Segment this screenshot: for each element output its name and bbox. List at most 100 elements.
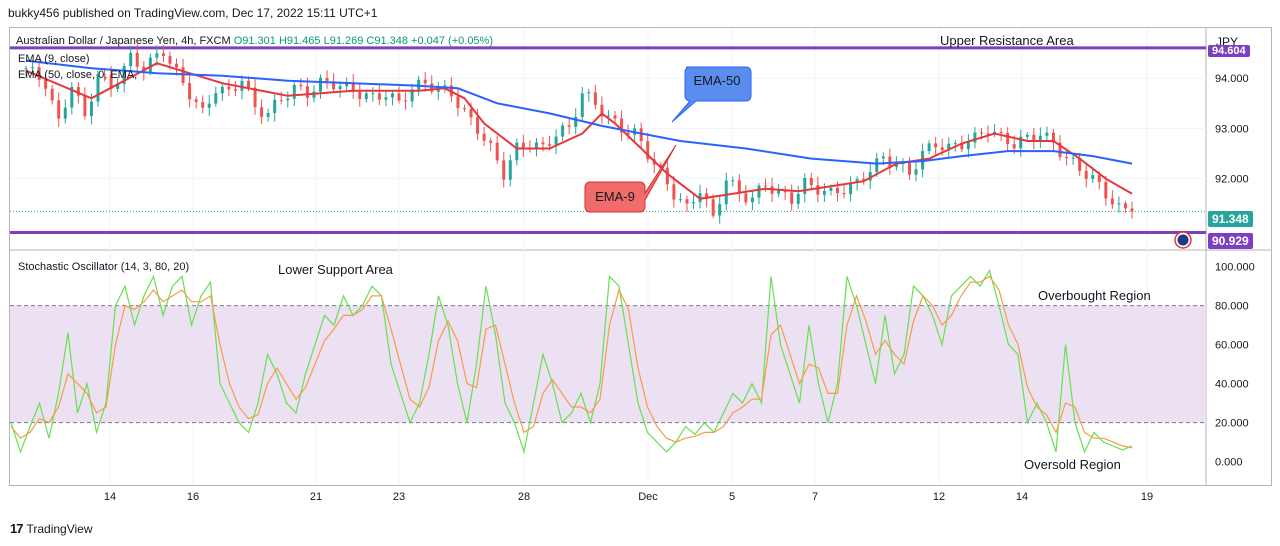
candle-body bbox=[188, 83, 192, 100]
time-tick-label-0: 14 bbox=[104, 491, 116, 503]
candle-body bbox=[76, 86, 80, 96]
resistance-price-tag: 94.604 bbox=[1208, 45, 1250, 57]
upper-resistance-label: Upper Resistance Area bbox=[940, 33, 1074, 48]
candle-body bbox=[973, 132, 977, 143]
stoch-k-line bbox=[10, 268, 1133, 455]
candle-body bbox=[1104, 181, 1108, 199]
candle-body bbox=[57, 100, 61, 119]
candle-body bbox=[1123, 203, 1127, 209]
candle-body bbox=[1117, 203, 1121, 205]
candle-body bbox=[410, 89, 414, 102]
candle-body bbox=[1025, 134, 1029, 137]
candle-body bbox=[567, 125, 571, 127]
candle-body bbox=[750, 197, 754, 203]
footer-brand-text: TradingView bbox=[26, 521, 93, 536]
time-tick-label-10: 19 bbox=[1141, 491, 1153, 503]
footer-brand[interactable]: 17 TradingView bbox=[10, 521, 93, 536]
candle-body bbox=[50, 88, 54, 101]
candle-body bbox=[456, 96, 460, 109]
candle-body bbox=[711, 199, 715, 216]
support-price-tag: 90.929 bbox=[1208, 233, 1253, 249]
candle-body bbox=[600, 104, 604, 117]
price-tick-label-1: 93.000 bbox=[1215, 123, 1249, 135]
candle-body bbox=[953, 143, 957, 145]
candle-body bbox=[534, 142, 538, 149]
candle-body bbox=[836, 187, 840, 194]
candle-body bbox=[443, 85, 447, 87]
candle-body bbox=[881, 156, 885, 159]
price-tick-label-2: 94.000 bbox=[1215, 73, 1249, 85]
candle-body bbox=[639, 128, 643, 142]
candle-body bbox=[1051, 132, 1055, 143]
candle-body bbox=[1097, 175, 1101, 182]
stoch-tick-label-3: 60.000 bbox=[1215, 340, 1249, 352]
candle-body bbox=[665, 167, 669, 185]
candle-body bbox=[31, 67, 35, 69]
time-tick-label-4: 28 bbox=[518, 491, 530, 503]
candle-body bbox=[351, 82, 355, 92]
candle-body bbox=[476, 117, 480, 134]
stoch-tick-label-1: 20.000 bbox=[1215, 418, 1249, 430]
candle-body bbox=[829, 187, 833, 191]
candle-body bbox=[175, 63, 179, 68]
candle-body bbox=[371, 93, 375, 95]
candle-body bbox=[914, 169, 918, 175]
ema9-legend[interactable]: EMA (9, close) bbox=[18, 53, 90, 65]
candle-body bbox=[299, 84, 303, 87]
candle-body bbox=[279, 99, 283, 101]
candle-body bbox=[940, 147, 944, 151]
candle-body bbox=[292, 84, 296, 99]
overbought-label: Overbought Region bbox=[1038, 288, 1151, 303]
candle-body bbox=[966, 142, 970, 150]
candle-body bbox=[201, 102, 205, 108]
chart-frame bbox=[9, 27, 1272, 486]
ema50-callout bbox=[671, 66, 752, 123]
candle-body bbox=[266, 112, 270, 117]
candle-body bbox=[672, 184, 676, 200]
candle-body bbox=[894, 164, 898, 167]
candle-body bbox=[96, 74, 100, 102]
candle-body bbox=[109, 74, 113, 89]
candle-body bbox=[325, 77, 329, 82]
candle-body bbox=[822, 190, 826, 195]
candle-body bbox=[626, 132, 630, 135]
last-price-tag: 91.348 bbox=[1208, 211, 1253, 227]
candle-body bbox=[548, 144, 552, 146]
stoch-legend[interactable]: Stochastic Oscillator (14, 3, 80, 20) bbox=[18, 261, 190, 273]
candle-body bbox=[986, 133, 990, 135]
candle-body bbox=[1006, 132, 1010, 145]
candle-body bbox=[247, 80, 251, 88]
candle-body bbox=[286, 98, 290, 101]
candle-body bbox=[574, 116, 578, 127]
candle-body bbox=[129, 52, 133, 67]
candle-body bbox=[423, 79, 427, 84]
ema50-legend[interactable]: EMA (50, close, 0, EMA, bbox=[18, 69, 138, 81]
candle-body bbox=[1078, 157, 1082, 171]
candle-body bbox=[135, 52, 139, 67]
time-tick-label-2: 21 bbox=[310, 491, 322, 503]
candle-body bbox=[116, 84, 120, 89]
candle-body bbox=[122, 66, 126, 85]
time-tick-label-3: 23 bbox=[393, 491, 405, 503]
stoch-tick-label-4: 80.000 bbox=[1215, 301, 1249, 313]
ema50-callout-label: EMA-50 bbox=[693, 73, 741, 88]
candle-body bbox=[1032, 134, 1036, 142]
candle-body bbox=[469, 109, 473, 118]
ema9-callout-label: EMA-9 bbox=[595, 189, 635, 204]
candle-body bbox=[1091, 175, 1095, 179]
candle-body bbox=[646, 141, 650, 160]
candle-body bbox=[620, 118, 624, 133]
candle-body bbox=[816, 184, 820, 195]
ohlc-values: O91.301 H91.465 L91.269 C91.348 +0.047 (… bbox=[233, 35, 493, 47]
time-tick-label-8: 12 bbox=[933, 491, 945, 503]
candle-body bbox=[502, 160, 506, 180]
candle-body bbox=[1012, 144, 1016, 149]
time-tick-label-6: 5 bbox=[729, 491, 735, 503]
candle-body bbox=[1038, 135, 1042, 142]
candle-body bbox=[168, 56, 172, 64]
candle-body bbox=[960, 143, 964, 150]
symbol-name: Australian Dollar / Japanese Yen, 4h, FX… bbox=[16, 35, 231, 47]
candle-body bbox=[214, 93, 218, 104]
time-tick-label-9: 14 bbox=[1016, 491, 1028, 503]
